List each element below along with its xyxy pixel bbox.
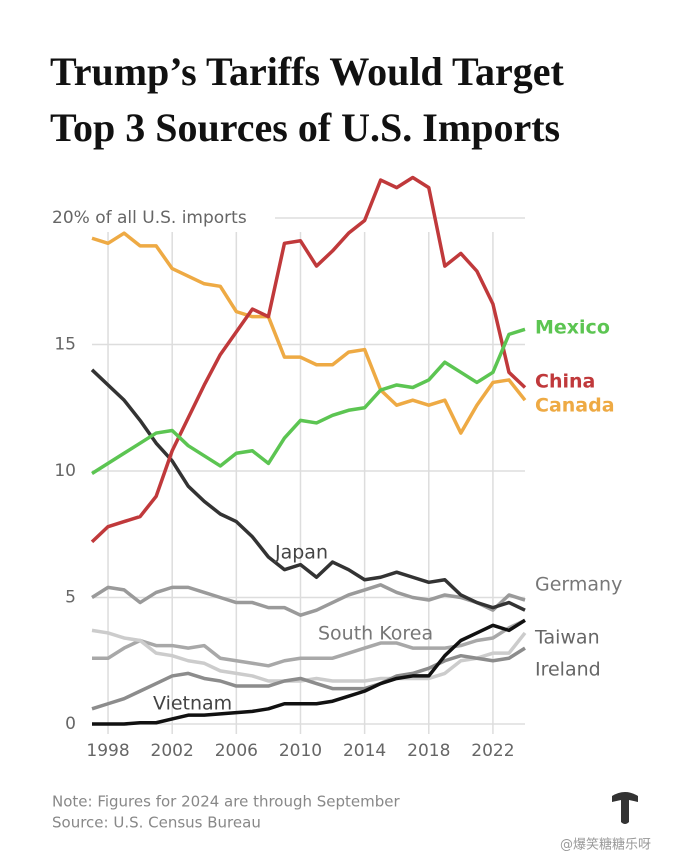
y-tick-label: 15 bbox=[54, 335, 76, 355]
chart-title: Top 3 Sources of U.S. Imports bbox=[50, 105, 560, 150]
y-tick-label: 20% of all U.S. imports bbox=[52, 208, 247, 228]
y-tick-label: 0 bbox=[65, 714, 76, 734]
logo bbox=[612, 792, 638, 824]
x-tick-label: 2006 bbox=[215, 741, 258, 761]
source: Source: U.S. Census Bureau bbox=[52, 814, 261, 832]
series-line bbox=[90, 368, 526, 612]
x-tick-label: 1998 bbox=[86, 741, 129, 761]
x-tick-label: 2010 bbox=[279, 741, 322, 761]
series-label: China bbox=[535, 371, 595, 393]
x-tick-label: 2018 bbox=[407, 741, 450, 761]
series-line bbox=[91, 327, 526, 476]
series-label: Japan bbox=[274, 542, 328, 564]
series-line bbox=[91, 231, 527, 435]
x-tick-label: 2002 bbox=[151, 741, 194, 761]
series-line bbox=[92, 618, 526, 726]
series-line bbox=[91, 583, 526, 617]
watermark: @爆笑糖糖乐呀 bbox=[560, 837, 651, 853]
series-label: Mexico bbox=[535, 317, 610, 339]
note: Note: Figures for 2024 are through Septe… bbox=[52, 793, 401, 811]
y-tick-label: 5 bbox=[65, 588, 76, 608]
chart-title: Trump’s Tariffs Would Target bbox=[50, 49, 565, 94]
series-label: Ireland bbox=[535, 659, 601, 681]
series-label: Canada bbox=[535, 395, 615, 417]
series-label: Taiwan bbox=[534, 627, 600, 649]
x-tick-label: 2014 bbox=[343, 741, 386, 761]
series-label: Vietnam bbox=[153, 693, 232, 715]
series-label: South Korea bbox=[318, 623, 433, 645]
series-line bbox=[90, 175, 527, 544]
series-label: Germany bbox=[535, 574, 622, 596]
series-line bbox=[91, 646, 526, 711]
x-tick-label: 2022 bbox=[471, 741, 514, 761]
y-tick-label: 10 bbox=[54, 461, 76, 481]
